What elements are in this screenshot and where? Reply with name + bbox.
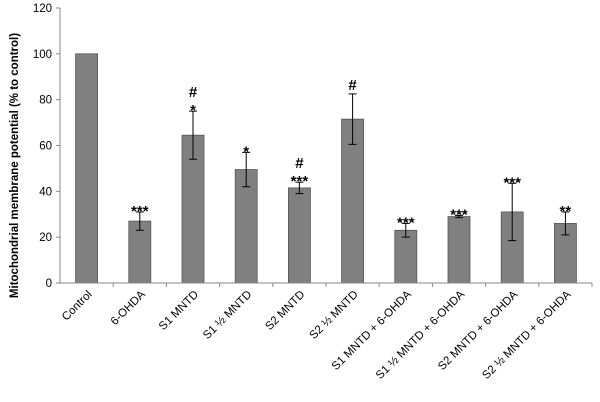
error-bars: [135, 93, 570, 242]
significance-mark: ***: [450, 206, 468, 223]
x-category-label: S2 ½ MNTD + 6-OHDA: [480, 288, 573, 381]
significance-mark: #: [189, 84, 198, 101]
significance-mark: *: [190, 102, 196, 119]
x-category-label: S1 ½ MNTD: [201, 289, 254, 342]
significance-mark: ***: [397, 214, 415, 231]
significance-mark: ***: [291, 173, 309, 190]
significance-mark: **: [560, 203, 572, 220]
y-axis-title: Mitochondrial membrane potential (% to c…: [9, 33, 21, 298]
y-tick-label: 20: [39, 232, 52, 244]
y-tick-label: 40: [39, 186, 52, 198]
x-category-label: S2 MNTD: [263, 289, 307, 333]
bar: [447, 216, 471, 284]
bar: [75, 53, 98, 284]
y-tick-label: 100: [33, 49, 52, 61]
significance-mark: #: [348, 77, 357, 94]
significance-mark: ***: [131, 203, 149, 220]
x-category-label: S1 ½ MNTD + 6-OHDA: [374, 288, 467, 381]
x-category-label: S1 MNTD: [157, 289, 201, 333]
significance-mark: ***: [503, 174, 521, 191]
bar: [394, 229, 418, 284]
x-axis-categories: Control 6-OHDA S1 MNTD S1 ½ MNTD S2 MNTD S2 ½…: [60, 283, 593, 382]
x-category-label: S2 ½ MNTD: [308, 289, 361, 342]
bars: [75, 53, 577, 284]
y-tick-label: 60: [39, 141, 52, 153]
significance-mark: *: [243, 143, 249, 160]
significance-mark: #: [295, 155, 304, 172]
x-category-label: 6-OHDA: [109, 288, 148, 327]
x-category-label: Control: [60, 289, 95, 324]
y-axis-ticks: 0 20 40 60 80 100 120: [33, 3, 60, 290]
y-tick-label: 0: [46, 278, 52, 290]
y-tick-label: 80: [39, 95, 52, 107]
y-tick-label: 120: [33, 3, 52, 15]
significance-annotations: ****#****##*** ********: [131, 77, 571, 231]
bar: [287, 187, 311, 284]
